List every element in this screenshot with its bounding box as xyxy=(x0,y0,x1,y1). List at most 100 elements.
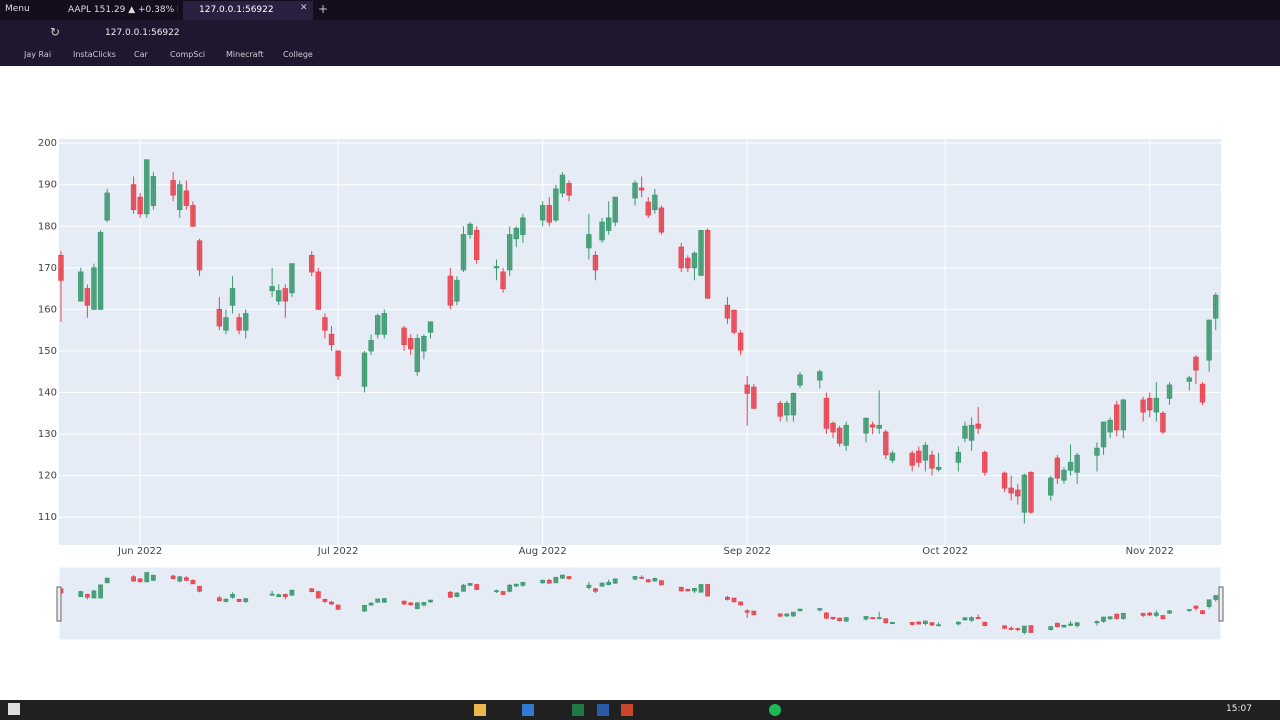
candle-body xyxy=(335,350,341,377)
candle-body xyxy=(751,386,757,409)
slider-candle-body xyxy=(507,584,513,592)
candle-body xyxy=(229,288,236,306)
candle-body xyxy=(269,286,275,292)
y-tick-label: 130 xyxy=(38,429,57,440)
app-icon[interactable] xyxy=(522,704,534,716)
start-button[interactable] xyxy=(8,703,20,715)
slider-candle-body xyxy=(183,577,189,581)
candle-body xyxy=(500,271,506,290)
slider-candle-body xyxy=(975,617,981,619)
candle-body xyxy=(1001,472,1008,489)
candle-body xyxy=(955,451,962,463)
address-bar: ↻ 127.0.0.1:56922 xyxy=(0,20,1280,45)
slider-candle-body xyxy=(428,599,433,603)
slider-candle-body xyxy=(520,582,526,586)
candle-body xyxy=(1199,383,1206,403)
y-tick-label: 160 xyxy=(38,304,57,315)
candle-body xyxy=(539,205,546,221)
slider-candle-body xyxy=(1193,605,1199,609)
bookmark[interactable]: Car xyxy=(134,50,148,59)
candle-body xyxy=(460,234,467,271)
tab[interactable]: AAPL 151.29 ▲ +0.38% BT xyxy=(68,5,178,15)
bookmark[interactable]: InstaClicks xyxy=(73,50,116,59)
slider-candle-body xyxy=(1140,612,1146,616)
new-tab[interactable]: + xyxy=(318,2,329,16)
slider-candle-body xyxy=(936,624,941,627)
slider-candle-body xyxy=(1008,627,1014,630)
slider-candle-body xyxy=(652,578,658,582)
tab[interactable]: 127.0.0.1:56922 xyxy=(183,1,313,20)
range-handle[interactable] xyxy=(1218,586,1224,622)
candle-body xyxy=(883,431,889,456)
candle-body xyxy=(1140,399,1146,413)
y-tick-label: 120 xyxy=(38,471,57,482)
chart: 110 120 130 140 150 160 170 180 190 200 Jun 2022 Ju… xyxy=(38,138,1224,641)
candle-body xyxy=(1028,471,1034,513)
candle-body xyxy=(704,230,711,299)
slider-candle-body xyxy=(282,594,288,597)
slider-candle-body xyxy=(1114,613,1120,619)
slider-candle-body xyxy=(1147,612,1153,616)
slider-candle-body xyxy=(566,576,572,579)
slider-candle-body xyxy=(500,591,506,595)
candle-body xyxy=(658,207,665,233)
slider-candle-body xyxy=(461,584,466,592)
slider-candle-body xyxy=(1074,622,1080,627)
candle-body xyxy=(592,254,599,271)
app-icon[interactable] xyxy=(474,704,486,716)
candle-body xyxy=(645,201,651,216)
candle-body xyxy=(599,221,605,241)
app-icon[interactable] xyxy=(597,704,609,716)
range-handle[interactable] xyxy=(56,586,62,622)
menu-button[interactable]: Menu xyxy=(5,4,30,14)
candle-body xyxy=(150,176,157,206)
app-icon[interactable] xyxy=(572,704,584,716)
bookmark[interactable]: Minecraft xyxy=(226,50,264,59)
slider-candle-body xyxy=(870,617,875,619)
bookmark[interactable]: CompSci xyxy=(170,50,206,59)
slider-candle-body xyxy=(751,610,757,616)
candle-body xyxy=(605,217,612,231)
candle-body xyxy=(916,450,922,463)
candle-body xyxy=(315,271,322,310)
candle-body xyxy=(170,180,176,196)
candle-body xyxy=(104,192,110,221)
candle-body xyxy=(685,257,691,269)
url[interactable]: 127.0.0.1:56922 xyxy=(105,28,180,38)
close-tab[interactable]: ✕ xyxy=(300,3,308,13)
candle-body xyxy=(1074,454,1080,473)
bookmark[interactable]: College xyxy=(283,50,313,59)
candle-body xyxy=(962,425,968,439)
slider-candle-body xyxy=(698,584,704,593)
slider-candle-body xyxy=(315,591,321,599)
slider-candle-body xyxy=(322,598,328,602)
slider-candle-body xyxy=(1167,610,1172,614)
app-icon[interactable] xyxy=(769,704,781,716)
reload[interactable]: ↻ xyxy=(50,25,61,39)
app-icon[interactable] xyxy=(621,704,633,716)
slider-candle-body xyxy=(236,598,242,602)
slider-candle-body xyxy=(474,584,480,590)
candle-body xyxy=(678,246,684,269)
slider-candle-body xyxy=(784,613,790,617)
slider-candle-body xyxy=(889,621,895,624)
candle-body xyxy=(744,384,750,394)
slider-candle-body xyxy=(1213,595,1219,600)
candle-body xyxy=(737,332,744,351)
candle-body xyxy=(196,240,203,271)
slider-candle-body xyxy=(606,582,612,585)
slider-candle-body xyxy=(560,574,565,579)
bookmark[interactable]: Jay Rai xyxy=(24,50,52,59)
slider-candle-body xyxy=(1101,616,1106,622)
slider-candle-body xyxy=(269,593,275,596)
candle-body xyxy=(691,252,698,269)
candle-body xyxy=(638,187,645,191)
candle-body xyxy=(652,194,658,211)
candle-body xyxy=(236,317,242,331)
candle-body xyxy=(1021,474,1028,513)
slider-candle-body xyxy=(513,583,519,587)
slider-candle-body xyxy=(553,577,559,584)
slider-candle-body xyxy=(916,621,922,625)
candle-body xyxy=(1015,489,1021,497)
candle-body xyxy=(513,227,519,240)
